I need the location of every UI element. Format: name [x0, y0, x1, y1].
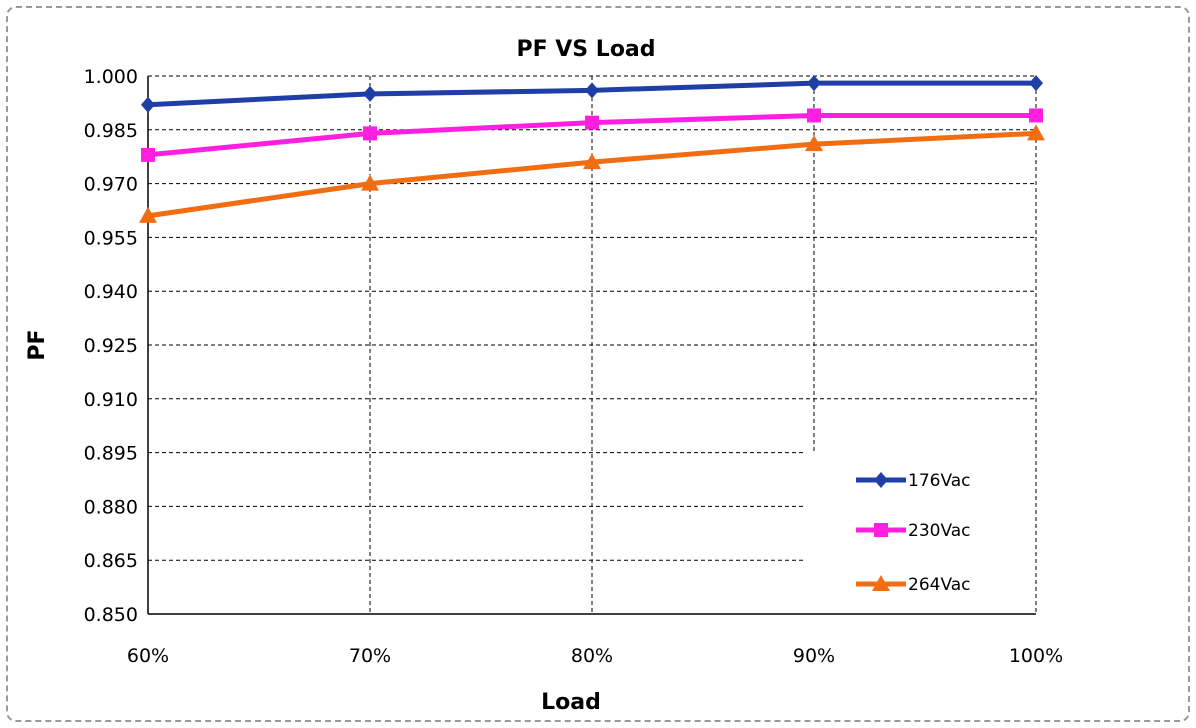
y-tick-label: 0.925	[84, 335, 138, 357]
data-point-264Vac	[361, 174, 379, 191]
legend: 176Vac 230Vac 264Vac	[856, 471, 971, 595]
legend-label-264Vac: 264Vac	[908, 575, 971, 595]
y-tick-label: 0.910	[84, 389, 138, 411]
data-point-230Vac	[807, 108, 821, 123]
legend-label-176Vac: 176Vac	[908, 471, 971, 491]
legend-marker-264Vac	[872, 575, 890, 591]
legend-label-230Vac: 230Vac	[908, 521, 971, 541]
y-tick-label: 1.000	[84, 66, 138, 88]
data-point-264Vac	[1027, 124, 1045, 141]
x-tick-label: 60%	[127, 645, 169, 667]
data-point-230Vac	[1029, 108, 1043, 123]
data-point-230Vac	[141, 147, 155, 162]
y-tick-label: 0.985	[84, 120, 138, 142]
x-tick-label: 90%	[793, 645, 835, 667]
y-axis-title: PF	[25, 329, 50, 360]
chart-frame	[6, 6, 1190, 722]
y-tick-label: 0.850	[84, 604, 138, 626]
data-point-176Vac	[363, 85, 377, 102]
legend-marker-230Vac	[874, 523, 888, 537]
y-tick-label: 0.895	[84, 443, 138, 465]
x-tick-label: 100%	[1009, 645, 1063, 667]
y-tick-label: 0.940	[84, 281, 138, 303]
data-point-230Vac	[363, 126, 377, 141]
data-point-176Vac	[141, 96, 155, 113]
series-lines	[139, 75, 1045, 223]
legend-marker-176Vac	[874, 472, 888, 488]
data-point-230Vac	[585, 115, 599, 130]
y-tick-label: 0.970	[84, 174, 138, 196]
axes	[147, 76, 1036, 615]
tick-labels: 0.850 0.865 0.880 0.895 0.910 0.925 0.940 0.955…	[84, 66, 1064, 667]
data-point-264Vac	[583, 153, 601, 170]
x-tick-label: 70%	[349, 645, 391, 667]
x-tick-label: 80%	[571, 645, 613, 667]
grid-lines	[148, 75, 1037, 614]
data-point-264Vac	[139, 206, 157, 223]
data-point-176Vac	[585, 82, 599, 99]
chart-title: PF VS Load	[516, 37, 655, 62]
data-point-176Vac	[807, 75, 821, 92]
y-tick-label: 0.865	[84, 550, 138, 572]
data-point-264Vac	[805, 135, 823, 152]
y-tick-label: 0.955	[84, 227, 138, 249]
data-point-176Vac	[1029, 75, 1043, 92]
y-tick-label: 0.880	[84, 496, 138, 518]
x-axis-title: Load	[541, 690, 601, 715]
